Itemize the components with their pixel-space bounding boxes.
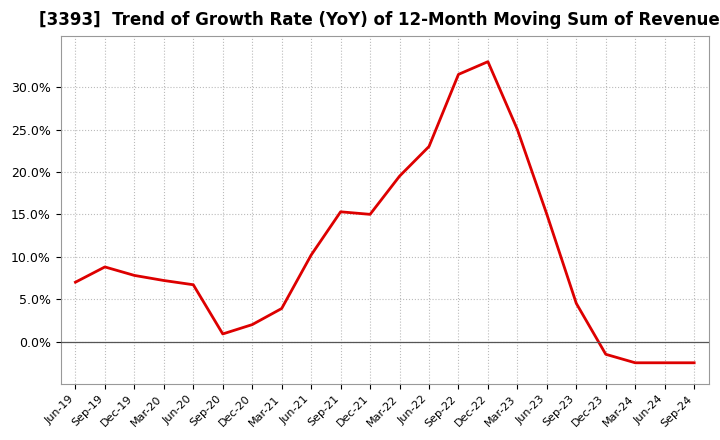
Title: [3393]  Trend of Growth Rate (YoY) of 12-Month Moving Sum of Revenues: [3393] Trend of Growth Rate (YoY) of 12-… (40, 11, 720, 29)
